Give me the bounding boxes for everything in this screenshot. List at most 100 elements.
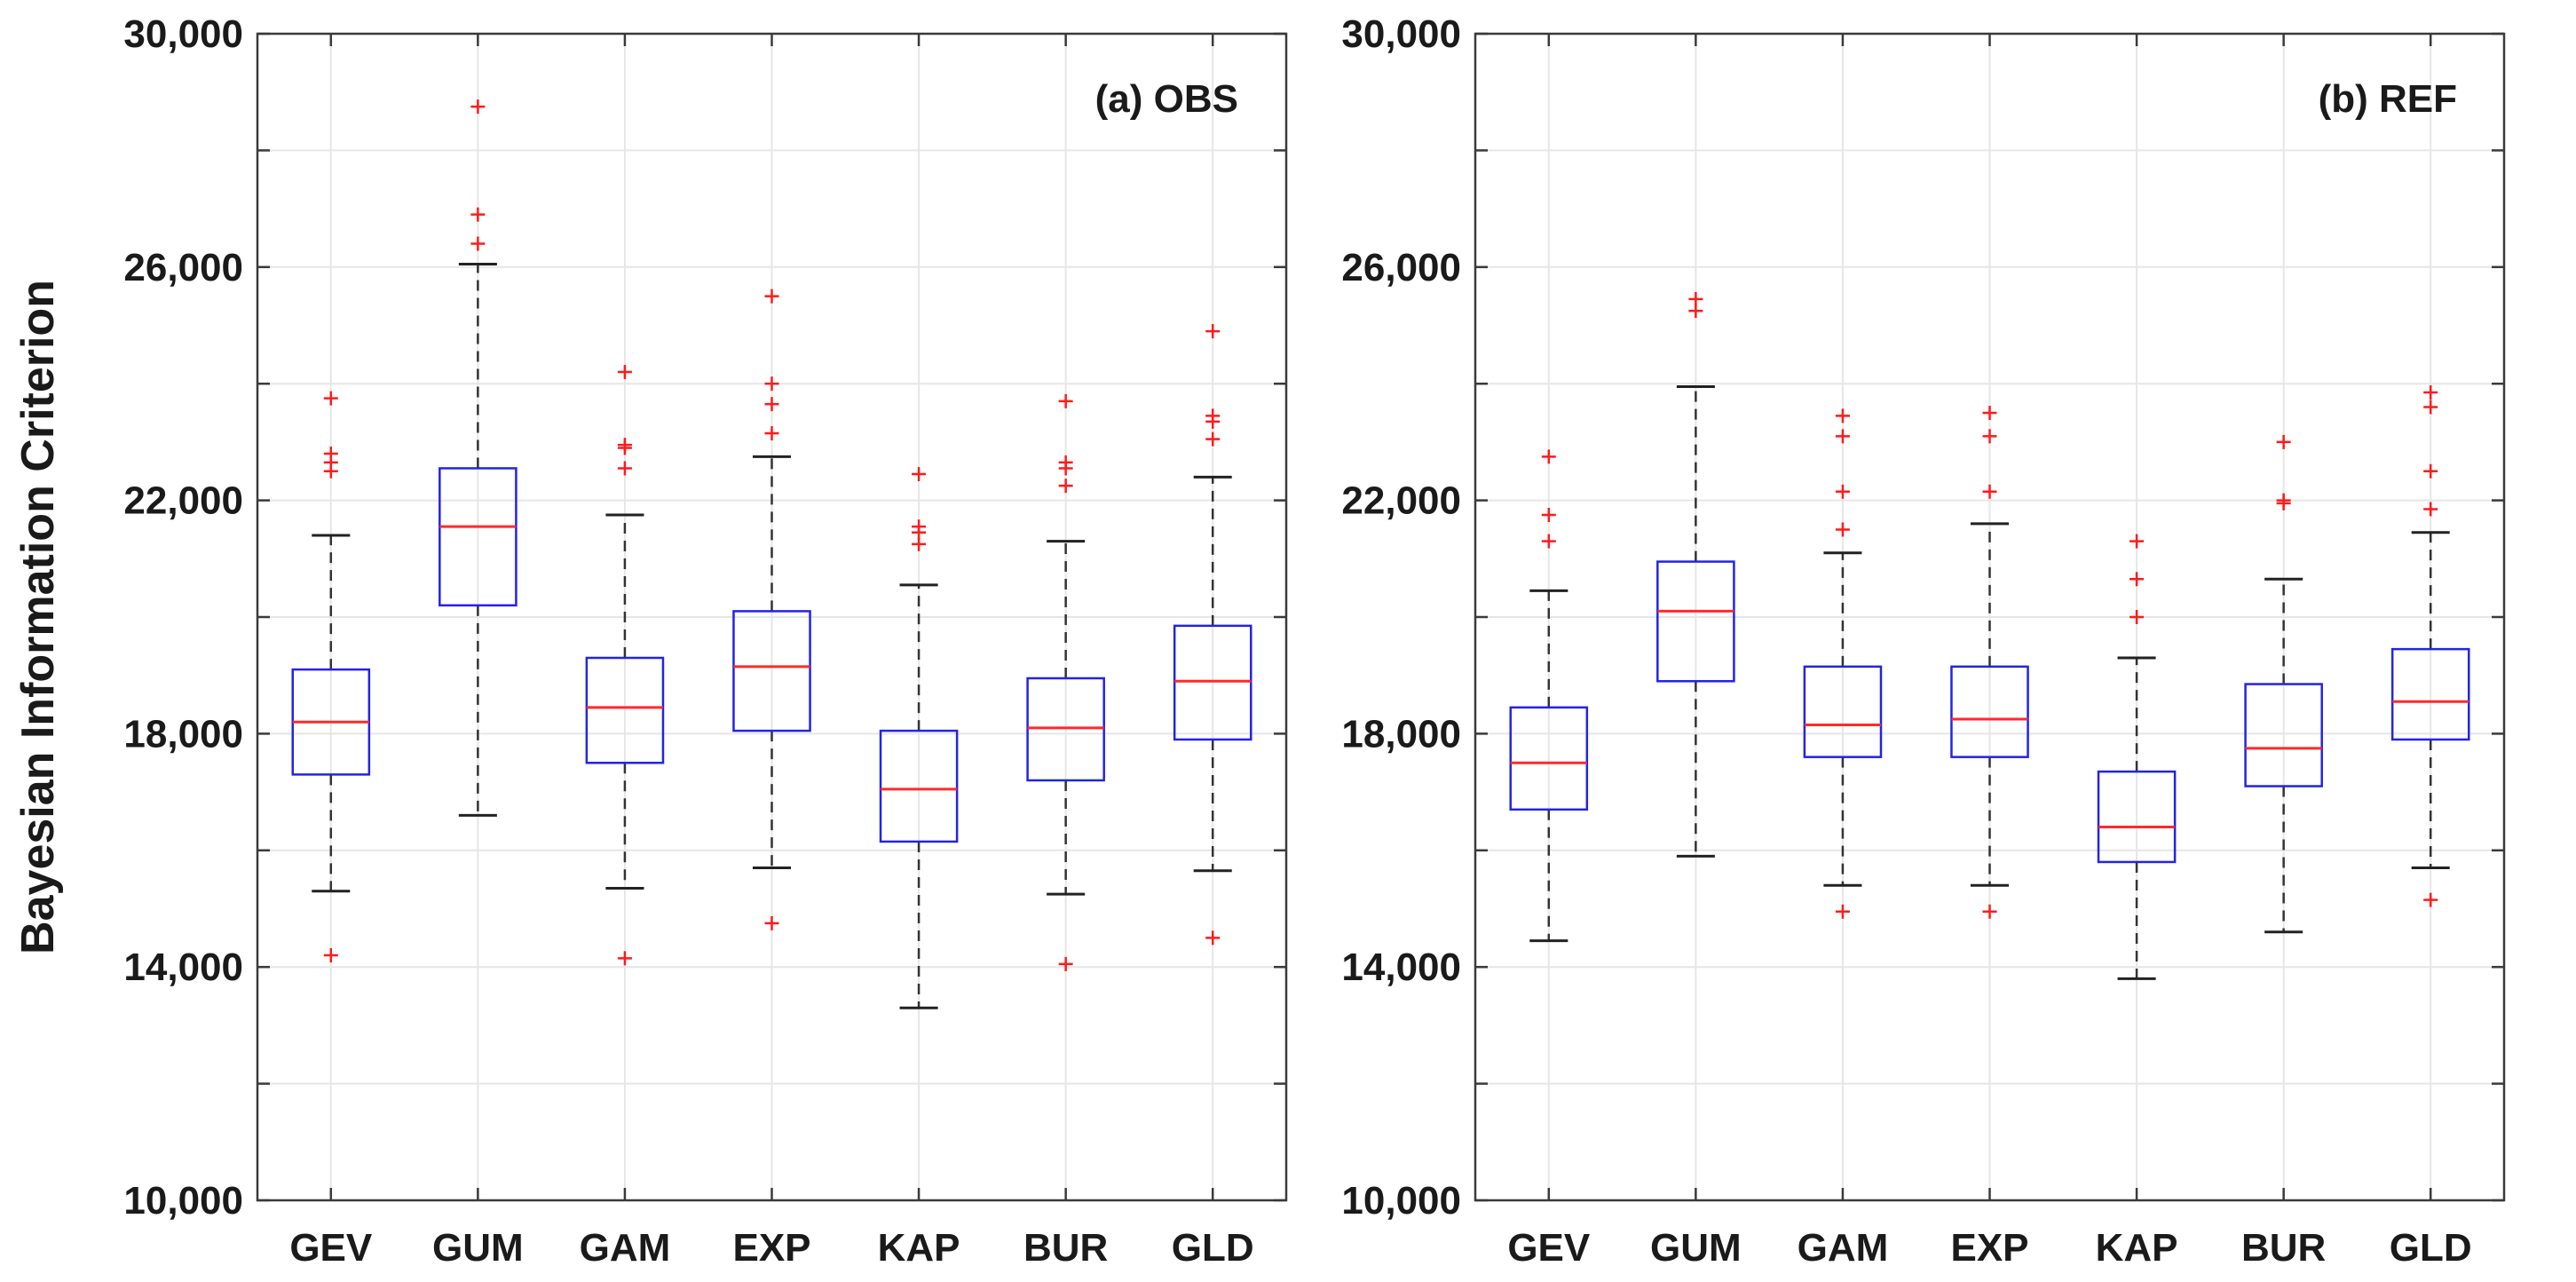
y-tick-label: 10,000	[123, 1179, 243, 1223]
outlier-marker	[1058, 455, 1073, 470]
panel-b-ref: 10,000 14,000 18,000 22,000 26,000 30,000 GEV G…	[1341, 12, 2506, 1270]
y-tick-label: 18,000	[1341, 712, 1461, 756]
y-tick-label: 26,000	[123, 246, 243, 289]
box-exp	[1950, 406, 2029, 919]
outlier-marker	[764, 289, 779, 304]
outlier-marker	[1205, 930, 1221, 946]
outlier-marker	[617, 438, 632, 453]
box-iqr	[1509, 706, 1589, 811]
outlier-marker	[1541, 449, 1556, 464]
box-bur	[2244, 434, 2323, 934]
y-tick-label: 14,000	[123, 946, 243, 989]
y-tick-label: 10,000	[1341, 1179, 1461, 1223]
panel-a-obs: 10,000 14,000 18,000 22,000 26,000 30,000 GEV G…	[12, 12, 1288, 1270]
outlier-marker	[470, 207, 486, 222]
box-iqr	[585, 656, 665, 764]
outlier-marker	[1541, 508, 1556, 523]
x-tick-label: BUR	[2241, 1226, 2326, 1270]
x-tick-label: KAP	[878, 1226, 960, 1270]
outlier-marker	[2423, 463, 2438, 479]
box-iqr	[1026, 677, 1105, 782]
outlier-marker	[617, 365, 632, 380]
x-tick-label: GEV	[289, 1226, 373, 1270]
y-tick-label: 22,000	[1341, 479, 1461, 523]
outlier-marker	[1835, 484, 1850, 499]
x-tick-label: EXP	[1950, 1226, 2028, 1270]
x-tick-label: BUR	[1023, 1226, 1108, 1270]
outlier-marker	[912, 519, 927, 534]
box-iqr	[1656, 560, 1735, 683]
outlier-marker	[1205, 408, 1221, 423]
outlier-marker	[1058, 479, 1073, 494]
outlier-marker	[1982, 406, 1997, 421]
y-tick-label: 14,000	[1341, 946, 1461, 989]
y-tick-label: 18,000	[123, 712, 243, 756]
box-iqr	[2244, 683, 2323, 787]
outlier-marker	[1835, 429, 1850, 444]
box-exp	[732, 289, 811, 930]
outlier-marker	[1688, 291, 1703, 306]
box-gum	[439, 99, 518, 817]
outlier-marker	[764, 397, 779, 412]
outlier-marker	[323, 447, 338, 462]
box-iqr	[879, 729, 959, 843]
outlier-marker	[1835, 522, 1850, 537]
outlier-marker	[470, 236, 486, 251]
box-iqr	[732, 610, 811, 732]
box-gev	[291, 391, 371, 963]
outlier-marker	[1205, 324, 1221, 339]
y-tick-label: 30,000	[123, 12, 243, 56]
y-ticks-a	[257, 32, 1286, 1202]
y-tick-label: 26,000	[1341, 246, 1461, 289]
panel-label-a: (a) OBS	[1095, 77, 1238, 121]
x-tick-label: GUM	[432, 1226, 524, 1270]
outlier-marker	[764, 376, 779, 392]
box-iqr	[1173, 624, 1252, 741]
outlier-marker	[323, 391, 338, 406]
outlier-marker	[912, 467, 927, 482]
panel-label-b: (b) REF	[2319, 77, 2457, 121]
box-gld	[2390, 385, 2470, 907]
box-iqr	[1803, 665, 1883, 758]
outlier-marker	[2276, 434, 2291, 449]
box-gum	[1656, 291, 1735, 858]
outlier-marker	[2423, 385, 2438, 400]
x-tick-label: GLD	[2390, 1226, 2472, 1270]
outlier-marker	[1982, 484, 1997, 499]
outlier-marker	[1205, 431, 1221, 447]
y-tick-label: 30,000	[1341, 12, 1461, 56]
box-iqr	[439, 467, 518, 607]
outlier-marker	[2423, 892, 2438, 907]
outlier-marker	[470, 99, 486, 115]
outlier-marker	[1835, 408, 1850, 423]
y-ticks-b	[1475, 32, 2504, 1202]
box-bur	[1026, 393, 1105, 971]
x-tick-label: KAP	[2096, 1226, 2178, 1270]
outlier-marker	[1058, 393, 1073, 408]
outlier-marker	[2130, 534, 2145, 549]
grid-a	[257, 33, 1286, 1201]
outlier-marker	[1058, 956, 1073, 971]
x-tick-label: GAM	[580, 1226, 671, 1270]
y-axis-label: Bayesian Information Criterion	[12, 280, 64, 954]
outlier-marker	[1982, 429, 1997, 444]
outlier-marker	[2276, 493, 2291, 508]
x-tick-label: EXP	[732, 1226, 810, 1270]
outlier-marker	[2130, 610, 2145, 624]
x-tick-label: GUM	[1650, 1226, 1742, 1270]
outlier-marker	[764, 426, 779, 441]
outlier-marker	[2130, 572, 2145, 587]
box-gam	[1803, 408, 1883, 919]
outlier-marker	[2423, 502, 2438, 517]
outlier-marker	[323, 948, 338, 963]
grid-b	[1475, 33, 2504, 1201]
outlier-marker	[617, 951, 632, 966]
y-tick-label: 22,000	[123, 479, 243, 523]
x-tick-label: GAM	[1798, 1226, 1889, 1270]
box-gam	[585, 365, 665, 966]
outlier-marker	[617, 461, 632, 476]
box-kap	[2097, 534, 2177, 980]
outlier-marker	[764, 915, 779, 930]
box-iqr	[2097, 770, 2177, 864]
x-tick-label: GEV	[1507, 1226, 1591, 1270]
